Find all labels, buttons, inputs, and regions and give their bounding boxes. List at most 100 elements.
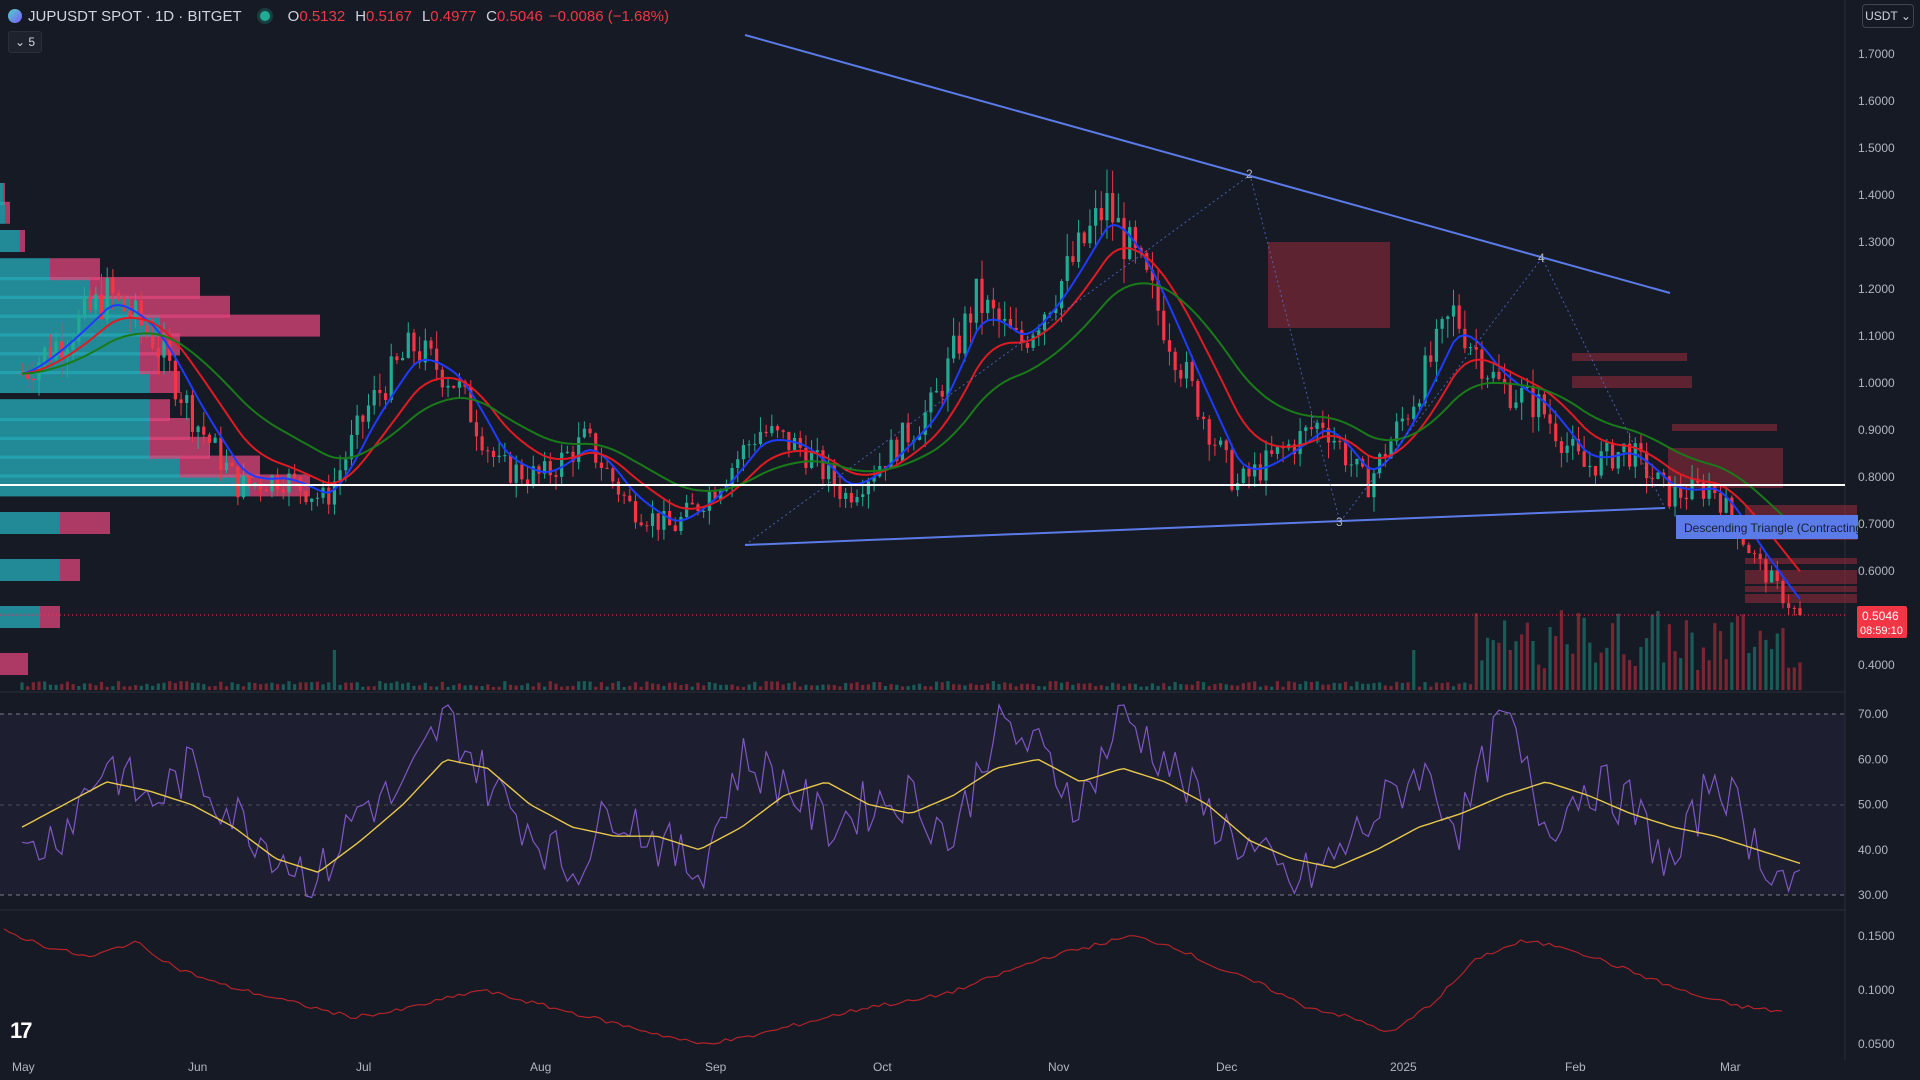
candle-body [815,450,819,453]
volume-bar [787,683,791,690]
candle-body [1605,442,1609,452]
volume-bar [1383,685,1387,690]
candle-body [452,385,456,388]
volume-bar [923,686,927,690]
tradingview-logo-icon[interactable]: 17 [10,1018,33,1043]
volume-bar [43,681,47,690]
time-axis[interactable]: May Jun Jul Aug Sep Oct Nov Dec 2025 Feb Mar [12,1060,1741,1074]
volume-bar [190,682,195,690]
candle-body [1298,431,1302,455]
candle-body [276,475,280,490]
candle-body [1315,422,1319,430]
volume-bars [20,610,1802,690]
candle-body [338,470,342,482]
candle-body [1105,192,1109,221]
volume-bar [622,686,626,690]
volume-bar [1400,683,1404,690]
candle-body [872,476,876,482]
candle-body [792,437,797,450]
volume-bar [565,686,569,690]
candle-body [207,434,212,443]
candle-body [1548,414,1552,424]
candle-body [929,392,933,413]
volume-bar [241,686,246,690]
volume-bar [230,682,234,690]
candle-body [1520,388,1524,403]
candle-body [1429,355,1433,362]
volume-bar [236,684,240,690]
candle-body [1082,232,1086,244]
candle-body [122,296,126,311]
volume-bar [917,683,922,690]
volume-bar [605,686,609,690]
candle-body [730,468,734,485]
candle-body [1275,447,1279,454]
volume-bar [1037,686,1041,690]
triangle-lower-trendline[interactable] [744,507,1666,546]
volume-bar [366,686,371,690]
candle-body [151,333,155,348]
indicators-collapse-button[interactable]: ⌄ 5 [8,31,43,53]
candle-body [94,294,98,310]
volume-bar [1082,683,1086,690]
candle-body [1775,570,1779,581]
volume-bar [878,682,882,690]
candle-body [991,299,995,309]
volume-bar [486,684,490,690]
currency-label: USDT [1865,9,1898,23]
volume-bar [389,683,393,690]
triangle-upper-trendline[interactable] [744,34,1671,294]
symbol-title[interactable]: JUPUSDT SPOT · 1D · BITGET [28,7,242,25]
candle-body [1440,319,1444,329]
volume-bar [1145,686,1149,690]
candle-body [1065,256,1069,282]
volume-bar [1508,650,1512,690]
volume-bar [156,683,160,690]
volume-bar [1343,681,1348,690]
volume-profile-up [0,183,3,205]
candle-body [940,390,944,397]
volume-bar [116,681,121,690]
pattern-label-box[interactable] [1676,515,1858,539]
volume-bar [997,683,1001,690]
candle-body [1071,256,1075,263]
volume-bar [1190,684,1194,690]
volume-bar [287,681,291,690]
time-tick-label: Aug [530,1060,551,1074]
volume-bar [934,681,939,690]
low-value: 0.4977 [430,7,477,25]
candle-body [156,347,160,358]
candle-body [1463,328,1467,349]
price-tick-label: 0.4000 [1858,658,1895,672]
currency-select[interactable]: USDT ⌄ [1862,4,1914,28]
volume-bar [111,686,115,690]
volume-bar [1133,683,1137,690]
candle-body [1150,269,1155,281]
volume-bar [1031,684,1035,690]
volume-bar [872,682,876,690]
candle-body [605,467,609,469]
price-tick-label: 0.6000 [1858,564,1895,578]
candle-body [1718,492,1723,513]
candle-body [1542,394,1546,415]
candle-body [645,525,649,527]
candle-body [173,360,177,400]
candle-body [1588,465,1592,467]
price-axis[interactable]: 1.7000 1.6000 1.5000 1.4000 1.3000 1.2000 1.10… [1858,47,1895,1051]
candle-body [230,462,234,467]
volume-bar [224,686,229,690]
candle-body [1008,319,1013,328]
candle-body [1122,217,1126,260]
volume-bar [1457,683,1461,690]
candle-body [855,497,859,503]
volume-bar [525,683,530,690]
volume-bar [1412,650,1416,690]
candle-body [48,347,53,360]
volume-bar [690,686,694,690]
candle-body [139,300,143,326]
volume-bar [736,686,740,690]
candle-body [758,431,763,444]
volume-bar [1008,683,1013,690]
candle-body [270,475,274,492]
